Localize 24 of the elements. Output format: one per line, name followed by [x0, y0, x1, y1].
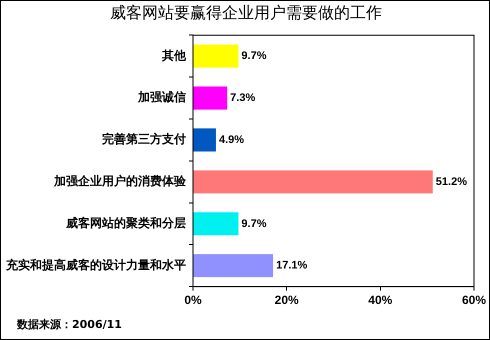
y-tick-label: 完善第三方支付: [102, 132, 186, 146]
data-label: 51.2%: [436, 176, 468, 188]
x-tick-label: 40%: [368, 293, 393, 308]
bar: [194, 128, 216, 152]
chart-title: 威客网站要赢得企业用户需要做的工作: [109, 3, 383, 24]
bar: [194, 44, 238, 68]
y-tick-label: 充实和提高威客的设计力量和水平: [5, 258, 186, 272]
data-label: 4.9%: [218, 134, 244, 146]
bar: [194, 170, 433, 194]
x-tick-label: 20%: [274, 293, 299, 308]
data-label: 17.1%: [276, 260, 308, 272]
y-tick-label: 加强企业用户的消费体验: [53, 174, 187, 188]
y-tick-label: 加强诚信: [137, 90, 186, 104]
y-tick-label: 其他: [161, 48, 187, 62]
data-label: 9.7%: [241, 218, 267, 230]
y-tick-label: 威客网站的聚类和分层: [65, 216, 186, 230]
bar: [194, 212, 238, 236]
source-note: 数据来源：2006/11: [17, 317, 122, 332]
data-label: 7.3%: [230, 92, 256, 104]
x-tick-label: 0%: [184, 293, 202, 308]
data-label: 9.7%: [241, 50, 267, 62]
bar: [194, 86, 228, 110]
x-tick-label: 60%: [462, 293, 486, 308]
bar: [194, 254, 274, 278]
